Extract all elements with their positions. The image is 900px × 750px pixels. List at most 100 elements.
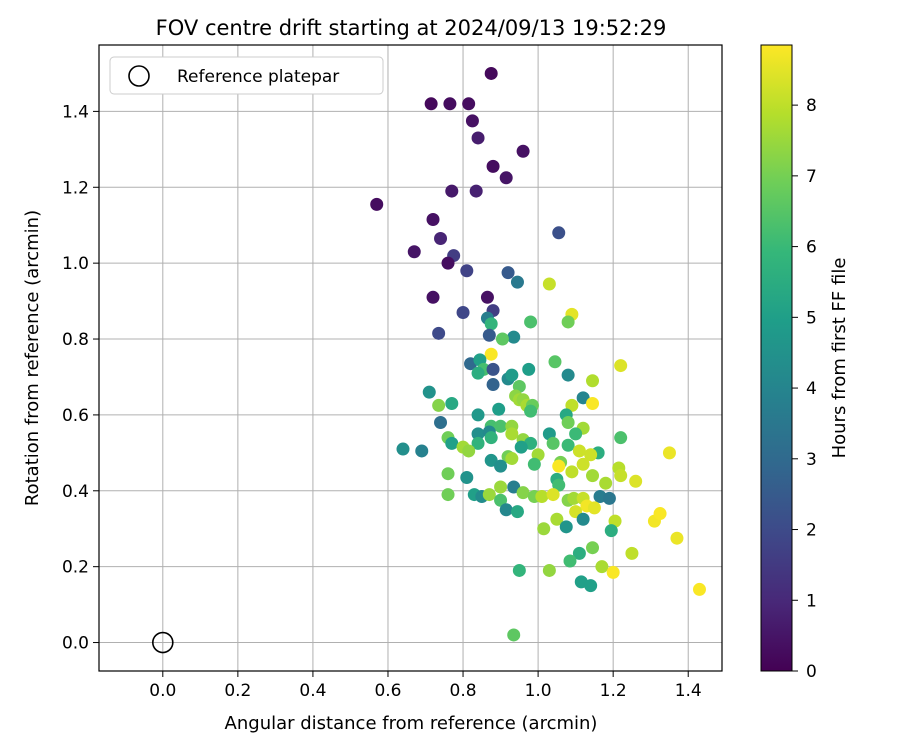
scatter-point	[527, 457, 541, 471]
scatter-point	[443, 97, 457, 111]
scatter-point	[432, 398, 446, 412]
colorbar-label: Hours from first FF file	[829, 258, 850, 459]
scatter-point	[471, 427, 485, 441]
scatter-point	[563, 554, 577, 568]
scatter-point	[505, 452, 519, 466]
scatter-point	[692, 582, 706, 596]
scatter-point	[586, 374, 600, 388]
colorbar-tick-label: 1	[806, 591, 817, 611]
data-points	[152, 66, 706, 654]
scatter-point	[494, 419, 508, 433]
x-tick-label: 0.6	[374, 681, 401, 701]
x-axis-ticks: 0.0 0.2 0.4 0.6 0.8 1.0 1.2 1.4	[149, 671, 702, 701]
scatter-point	[576, 512, 590, 526]
scatter-point	[495, 332, 509, 346]
colorbar-tick-label: 3	[806, 450, 817, 470]
scatter-point	[552, 226, 566, 240]
scatter-point	[445, 397, 459, 411]
scatter-point	[512, 563, 526, 577]
scatter-point	[561, 438, 575, 452]
scatter-point	[445, 184, 459, 198]
x-axis-label: Angular distance from reference (arcmin)	[225, 713, 598, 734]
scatter-point	[370, 197, 384, 211]
scatter-point	[550, 512, 564, 526]
scatter-point	[614, 431, 628, 445]
scatter-point	[499, 171, 513, 185]
scatter-point	[480, 290, 494, 304]
colorbar-tick-label: 4	[806, 379, 817, 399]
scatter-point	[561, 368, 575, 382]
scatter-point	[492, 402, 506, 416]
scatter-point	[482, 328, 496, 342]
scatter-point	[552, 478, 566, 492]
scatter-point	[441, 488, 455, 502]
scatter-point	[499, 503, 513, 517]
scatter-point	[434, 415, 448, 429]
scatter-point	[482, 488, 496, 502]
scatter-point	[426, 213, 440, 227]
scatter-point	[569, 427, 583, 441]
scatter-point	[486, 362, 500, 376]
scatter-point	[567, 491, 581, 505]
scatter-point	[510, 275, 524, 289]
scatter-point	[565, 465, 579, 479]
scatter-point	[572, 444, 586, 458]
reference-platepar-marker	[152, 631, 174, 654]
scatter-point	[546, 436, 560, 450]
scatter-point	[471, 408, 485, 422]
scatter-point	[546, 488, 560, 502]
scatter-point	[565, 398, 579, 412]
colorbar-tick-label: 5	[806, 308, 817, 328]
scatter-point	[586, 541, 600, 555]
scatter-point	[471, 436, 485, 450]
scatter-point	[484, 431, 498, 445]
y-tick-label: 1.0	[62, 254, 89, 274]
scatter-point	[516, 144, 530, 158]
scatter-point	[456, 305, 470, 319]
scatter-point	[471, 366, 485, 380]
y-tick-label: 1.2	[62, 178, 89, 198]
colorbar-tick-label: 7	[806, 167, 817, 187]
scatter-point	[552, 459, 566, 473]
scatter-point	[606, 565, 620, 579]
scatter-point	[465, 114, 479, 128]
scatter-point	[524, 404, 538, 418]
scatter-point	[576, 391, 590, 405]
scatter-point	[501, 266, 515, 280]
plot-frame	[98, 44, 723, 672]
y-tick-label: 0.8	[62, 330, 89, 350]
scatter-point	[407, 245, 421, 259]
x-tick-label: 0.4	[299, 681, 326, 701]
legend: Reference platepar	[109, 56, 384, 95]
colorbar	[760, 44, 793, 672]
x-tick-label: 0.0	[149, 681, 176, 701]
scatter-point	[432, 326, 446, 340]
chart-title: FOV centre drift starting at 2024/09/13 …	[156, 16, 667, 40]
x-tick-label: 1.0	[525, 681, 552, 701]
scatter-point	[469, 184, 483, 198]
scatter-point	[586, 397, 600, 411]
scatter-point	[653, 507, 667, 521]
scatter-point	[494, 480, 508, 494]
scatter-point	[614, 469, 628, 483]
x-tick-label: 0.8	[450, 681, 477, 701]
scatter-point	[542, 277, 556, 291]
scatter-point	[587, 501, 601, 515]
scatter-point	[484, 317, 498, 331]
scatter-point	[595, 560, 609, 574]
scatter-point	[422, 385, 436, 399]
scatter-point	[486, 159, 500, 173]
scatter-point	[602, 491, 616, 505]
scatter-point	[507, 480, 521, 494]
scatter-point	[494, 459, 508, 473]
x-tick-label: 0.2	[224, 681, 251, 701]
scatter-point	[424, 97, 438, 111]
scatter-point	[576, 457, 590, 471]
y-tick-label: 0.4	[62, 482, 89, 502]
scatter-point	[586, 469, 600, 483]
colorbar-tick-label: 6	[806, 238, 817, 258]
scatter-point	[524, 315, 538, 329]
scatter-point	[584, 448, 598, 462]
legend-box	[109, 56, 384, 95]
